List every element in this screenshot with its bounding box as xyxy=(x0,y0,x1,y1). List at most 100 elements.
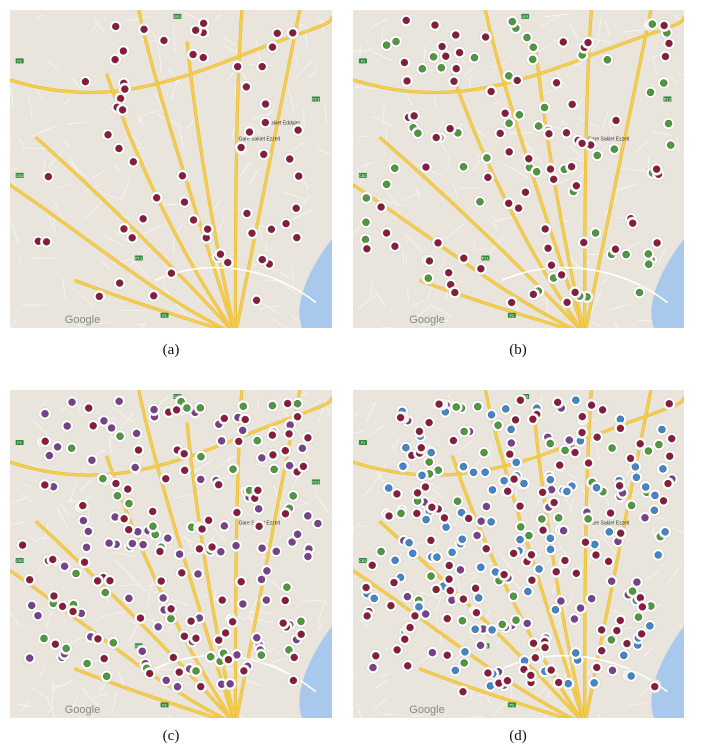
minor-street xyxy=(66,121,85,125)
major-road-fill xyxy=(235,10,301,328)
marker-blue xyxy=(513,533,527,547)
marker-red xyxy=(457,251,471,265)
marker-red xyxy=(419,160,433,174)
road-shield: P13 xyxy=(663,96,672,102)
minor-street xyxy=(287,86,295,112)
sea-water xyxy=(299,626,332,718)
marker-blue xyxy=(474,560,488,574)
marker-red xyxy=(150,191,164,205)
marker-red xyxy=(604,506,618,520)
road-shield: P1 xyxy=(358,58,367,64)
marker-red xyxy=(507,546,521,560)
marker-purple xyxy=(366,661,380,675)
minor-street xyxy=(47,706,54,714)
minor-street xyxy=(35,537,50,540)
marker-purple xyxy=(474,638,488,652)
marker-red xyxy=(108,53,122,67)
marker-purple xyxy=(291,527,305,541)
marker-green xyxy=(394,506,408,520)
minor-street xyxy=(404,234,423,252)
marker-red xyxy=(663,449,677,463)
minor-street xyxy=(51,684,66,687)
minor-street xyxy=(475,694,485,697)
minor-street xyxy=(234,84,237,98)
minor-street xyxy=(20,700,30,712)
marker-purple xyxy=(31,609,45,623)
minor-street xyxy=(367,424,386,437)
minor-street xyxy=(138,116,145,128)
marker-red xyxy=(131,443,145,457)
minor-street xyxy=(317,599,326,624)
marker-red xyxy=(259,97,273,111)
caption-c: (c) xyxy=(162,728,180,744)
minor-street xyxy=(610,609,627,616)
marker-green xyxy=(280,580,294,594)
minor-street xyxy=(392,437,401,450)
marker-green xyxy=(69,566,83,580)
minor-street xyxy=(71,77,82,89)
marker-purple xyxy=(128,460,142,474)
marker-green xyxy=(193,401,207,415)
minor-street xyxy=(356,85,375,90)
marker-green xyxy=(491,418,505,432)
minor-street xyxy=(240,72,248,81)
marker-green xyxy=(426,50,440,64)
minor-street xyxy=(10,320,17,328)
marker-blue xyxy=(388,553,402,567)
marker-red xyxy=(137,22,151,36)
marker-red xyxy=(662,397,676,411)
marker-green xyxy=(98,586,112,600)
minor-street xyxy=(256,463,268,468)
marker-red xyxy=(226,615,240,629)
minor-street xyxy=(353,49,362,53)
marker-red xyxy=(559,126,573,140)
marker-red xyxy=(484,85,498,99)
minor-street xyxy=(45,611,52,629)
minor-street xyxy=(355,48,374,54)
minor-street xyxy=(365,400,377,424)
marker-red xyxy=(16,538,30,552)
minor-street xyxy=(600,276,610,286)
minor-street xyxy=(410,299,426,308)
minor-street xyxy=(524,142,534,151)
marker-green xyxy=(37,631,51,645)
marker-purple xyxy=(400,590,414,604)
minor-street xyxy=(27,535,39,544)
minor-street xyxy=(58,183,73,189)
marker-green xyxy=(495,617,509,631)
marker-red xyxy=(408,609,422,623)
minor-street xyxy=(156,41,161,62)
map-a-svg: P1 GP1 P13 C82 P11 P2 Gare Sakiet Ezzeit Sakiet… xyxy=(10,10,332,328)
marker-blue xyxy=(617,648,631,662)
marker-red xyxy=(232,434,246,448)
marker-blue xyxy=(629,470,643,484)
marker-red xyxy=(177,195,191,209)
marker-red xyxy=(365,558,379,572)
minor-street xyxy=(307,70,318,79)
road-shield: C82 xyxy=(358,558,367,564)
marker-red xyxy=(394,411,408,425)
minor-street xyxy=(448,157,452,171)
marker-red xyxy=(550,76,564,90)
minor-street xyxy=(112,259,131,265)
marker-blue xyxy=(543,473,557,487)
minor-street xyxy=(672,528,684,534)
marker-red xyxy=(117,512,131,526)
marker-red xyxy=(401,659,415,673)
marker-red xyxy=(291,123,305,137)
marker-red xyxy=(589,548,603,562)
marker-red xyxy=(82,401,96,415)
marker-green xyxy=(65,441,79,455)
marker-red xyxy=(575,136,589,150)
road-shield: C82 xyxy=(15,172,24,178)
minor-street xyxy=(607,303,633,311)
minor-street xyxy=(411,714,424,717)
marker-red xyxy=(635,600,649,614)
marker-red xyxy=(544,258,558,272)
minor-street xyxy=(111,406,134,423)
marker-red xyxy=(428,18,442,32)
marker-red xyxy=(184,614,198,628)
marker-red xyxy=(448,286,462,300)
marker-green xyxy=(80,657,94,671)
marker-red xyxy=(196,50,210,64)
